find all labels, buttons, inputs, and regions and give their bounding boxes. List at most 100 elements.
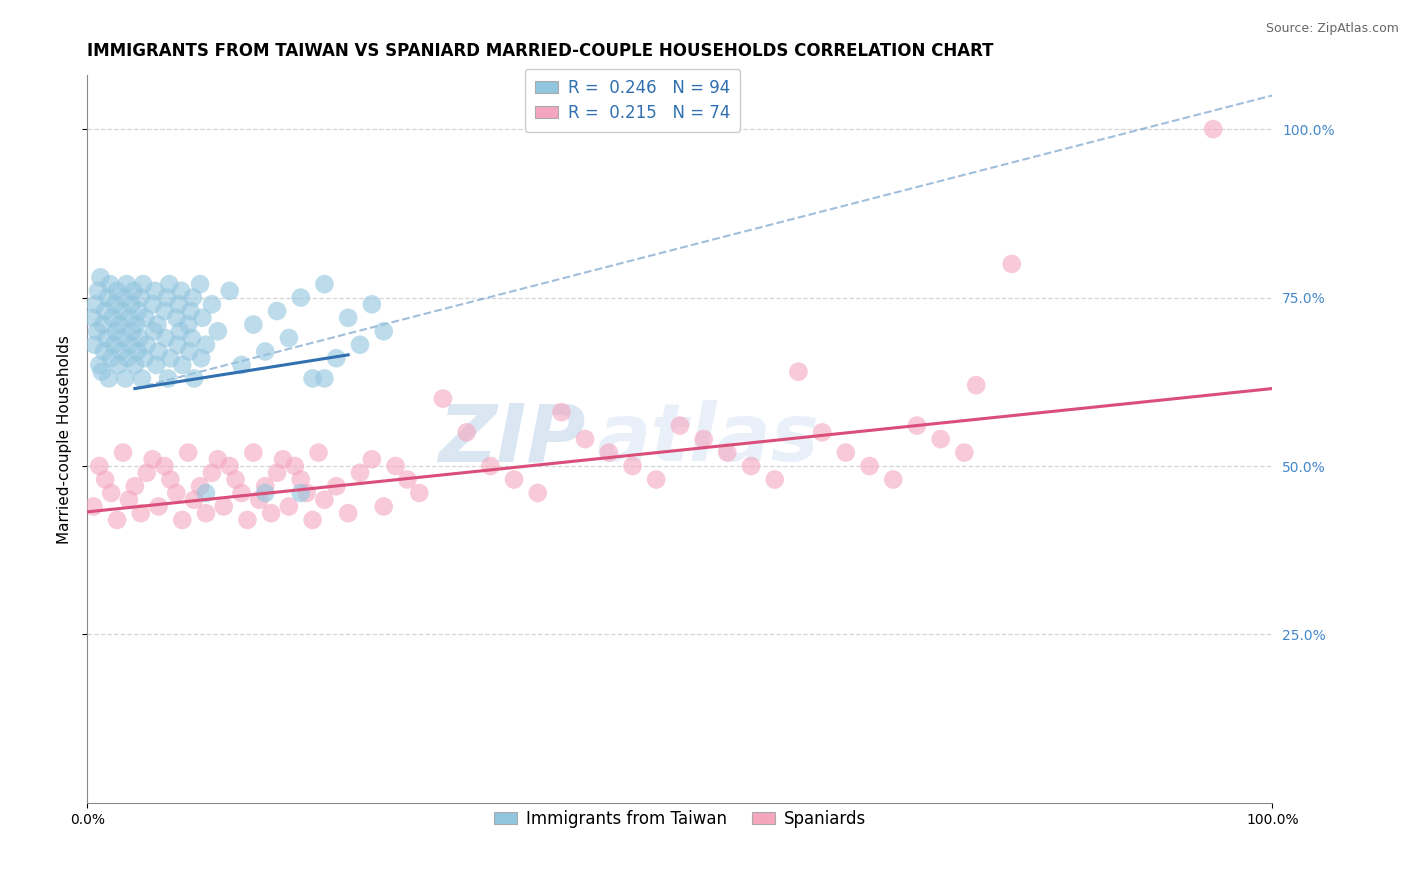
Point [128, 331, 150, 345]
Point [408, 486, 430, 500]
Point [277, 500, 299, 514]
Point [117, 351, 139, 366]
Point [94, 473, 117, 487]
Point [165, 486, 187, 500]
Point [165, 310, 187, 325]
Point [218, 284, 240, 298]
Text: Source: ZipAtlas.com: Source: ZipAtlas.com [1265, 22, 1399, 36]
Point [124, 479, 146, 493]
Point [301, 371, 323, 385]
Point [360, 452, 382, 467]
Point [882, 473, 904, 487]
Point [94, 304, 117, 318]
Point [129, 506, 152, 520]
Point [432, 392, 454, 406]
Point [142, 324, 165, 338]
Point [301, 513, 323, 527]
Point [93, 344, 115, 359]
Point [349, 466, 371, 480]
Point [953, 445, 976, 459]
Point [188, 479, 211, 493]
Point [905, 418, 928, 433]
Point [254, 344, 277, 359]
Point [124, 358, 146, 372]
Point [127, 344, 149, 359]
Point [763, 473, 786, 487]
Point [207, 452, 229, 467]
Point [231, 358, 253, 372]
Point [145, 358, 167, 372]
Point [314, 371, 336, 385]
Point [157, 371, 180, 385]
Point [112, 291, 135, 305]
Point [167, 297, 190, 311]
Point [148, 500, 170, 514]
Point [277, 331, 299, 345]
Point [98, 277, 121, 291]
Point [835, 445, 858, 459]
Point [89, 358, 111, 372]
Point [266, 466, 288, 480]
Point [254, 479, 277, 493]
Point [373, 324, 395, 338]
Point [254, 486, 277, 500]
Legend: Immigrants from Taiwan, Spaniards: Immigrants from Taiwan, Spaniards [488, 804, 872, 835]
Point [156, 291, 179, 305]
Point [373, 500, 395, 514]
Point [526, 486, 548, 500]
Point [110, 344, 132, 359]
Point [170, 284, 193, 298]
Point [132, 277, 155, 291]
Point [177, 318, 200, 332]
Point [231, 486, 253, 500]
Point [100, 486, 122, 500]
Point [118, 492, 141, 507]
Point [574, 432, 596, 446]
Point [550, 405, 572, 419]
Point [183, 371, 205, 385]
Point [325, 479, 347, 493]
Point [120, 297, 142, 311]
Point [787, 365, 810, 379]
Text: ZIP: ZIP [437, 401, 585, 478]
Point [157, 277, 180, 291]
Point [384, 458, 406, 473]
Point [127, 304, 149, 318]
Point [645, 473, 668, 487]
Point [107, 358, 129, 372]
Point [503, 473, 526, 487]
Point [159, 473, 181, 487]
Point [180, 304, 202, 318]
Text: atlas: atlas [598, 401, 820, 478]
Point [114, 371, 136, 385]
Point [194, 337, 217, 351]
Point [1202, 122, 1225, 136]
Point [118, 310, 141, 325]
Point [84, 297, 107, 311]
Point [396, 473, 419, 487]
Point [314, 492, 336, 507]
Point [105, 513, 128, 527]
Point [142, 452, 165, 467]
Point [669, 418, 692, 433]
Point [190, 351, 212, 366]
Point [89, 270, 111, 285]
Point [104, 324, 127, 338]
Point [456, 425, 478, 440]
Point [143, 284, 166, 298]
Point [172, 513, 194, 527]
Point [91, 318, 114, 332]
Point [188, 277, 211, 291]
Point [180, 331, 202, 345]
Point [1001, 257, 1024, 271]
Point [271, 452, 294, 467]
Point [96, 331, 118, 345]
Point [183, 492, 205, 507]
Point [295, 486, 318, 500]
Point [929, 432, 952, 446]
Point [266, 304, 288, 318]
Point [218, 458, 240, 473]
Point [83, 337, 105, 351]
Point [179, 344, 201, 359]
Point [111, 304, 134, 318]
